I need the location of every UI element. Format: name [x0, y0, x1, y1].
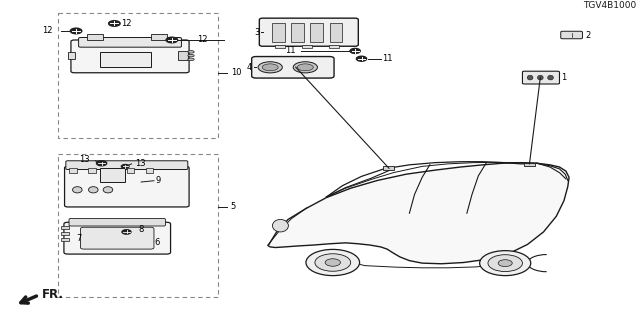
Bar	[127, 168, 134, 172]
Bar	[61, 232, 69, 235]
Text: 8: 8	[138, 225, 143, 234]
Bar	[178, 51, 188, 60]
Bar	[302, 45, 312, 48]
Circle shape	[306, 249, 360, 276]
Bar	[100, 168, 125, 182]
Text: 12: 12	[121, 19, 131, 28]
Ellipse shape	[298, 64, 314, 71]
FancyBboxPatch shape	[259, 18, 358, 46]
Ellipse shape	[538, 75, 543, 80]
FancyBboxPatch shape	[69, 219, 166, 226]
Text: 13: 13	[79, 155, 90, 164]
Bar	[524, 163, 534, 166]
FancyBboxPatch shape	[81, 227, 154, 249]
Ellipse shape	[273, 220, 289, 232]
Text: 1: 1	[561, 73, 566, 82]
Circle shape	[97, 161, 107, 166]
Circle shape	[70, 28, 82, 34]
Text: 13: 13	[135, 159, 145, 168]
Bar	[151, 34, 167, 40]
FancyBboxPatch shape	[64, 222, 171, 254]
FancyBboxPatch shape	[561, 31, 582, 39]
Bar	[88, 168, 96, 172]
Bar	[68, 52, 76, 59]
Circle shape	[109, 21, 120, 26]
Bar	[310, 23, 323, 42]
Bar	[58, 154, 218, 298]
Circle shape	[356, 56, 367, 61]
Bar	[383, 166, 394, 170]
Bar	[275, 45, 285, 48]
FancyBboxPatch shape	[66, 161, 188, 170]
Bar	[108, 168, 115, 172]
Text: 6: 6	[155, 238, 160, 247]
Circle shape	[122, 164, 129, 168]
Bar	[100, 52, 151, 68]
Bar	[58, 13, 218, 138]
Bar	[146, 168, 154, 172]
Circle shape	[122, 230, 131, 234]
Text: 4: 4	[247, 63, 252, 72]
Ellipse shape	[548, 75, 554, 80]
Circle shape	[498, 260, 512, 267]
Text: 12: 12	[197, 35, 208, 44]
Bar	[61, 226, 69, 229]
Ellipse shape	[72, 187, 82, 193]
Circle shape	[488, 255, 522, 272]
Bar	[69, 168, 77, 172]
Text: FR.: FR.	[42, 288, 64, 301]
FancyBboxPatch shape	[79, 37, 181, 47]
Text: 3: 3	[254, 28, 259, 37]
Text: 11: 11	[383, 54, 393, 63]
Ellipse shape	[188, 51, 194, 53]
Text: 9: 9	[156, 176, 161, 185]
Bar	[291, 23, 304, 42]
Ellipse shape	[262, 64, 278, 71]
Text: 11: 11	[285, 46, 296, 55]
Text: 7: 7	[76, 234, 81, 243]
Ellipse shape	[527, 75, 533, 80]
Circle shape	[325, 259, 340, 266]
Ellipse shape	[188, 54, 194, 57]
Bar	[329, 45, 339, 48]
Bar	[330, 23, 342, 42]
Circle shape	[350, 48, 360, 53]
Text: 12: 12	[43, 26, 53, 35]
Text: 5: 5	[230, 203, 236, 212]
Circle shape	[479, 251, 531, 276]
FancyBboxPatch shape	[65, 166, 189, 207]
Ellipse shape	[88, 187, 98, 193]
Ellipse shape	[103, 187, 113, 193]
Bar	[61, 238, 69, 241]
Ellipse shape	[258, 62, 282, 73]
FancyBboxPatch shape	[252, 57, 334, 78]
Polygon shape	[268, 163, 569, 264]
Circle shape	[315, 254, 351, 271]
Text: TGV4B1000: TGV4B1000	[583, 1, 636, 10]
Bar	[87, 34, 103, 40]
FancyBboxPatch shape	[71, 40, 189, 73]
Text: 10: 10	[230, 68, 241, 77]
Text: 2: 2	[585, 30, 590, 39]
Bar	[272, 23, 285, 42]
FancyBboxPatch shape	[522, 71, 559, 84]
Circle shape	[166, 37, 177, 43]
Ellipse shape	[293, 62, 317, 73]
Ellipse shape	[188, 58, 194, 60]
